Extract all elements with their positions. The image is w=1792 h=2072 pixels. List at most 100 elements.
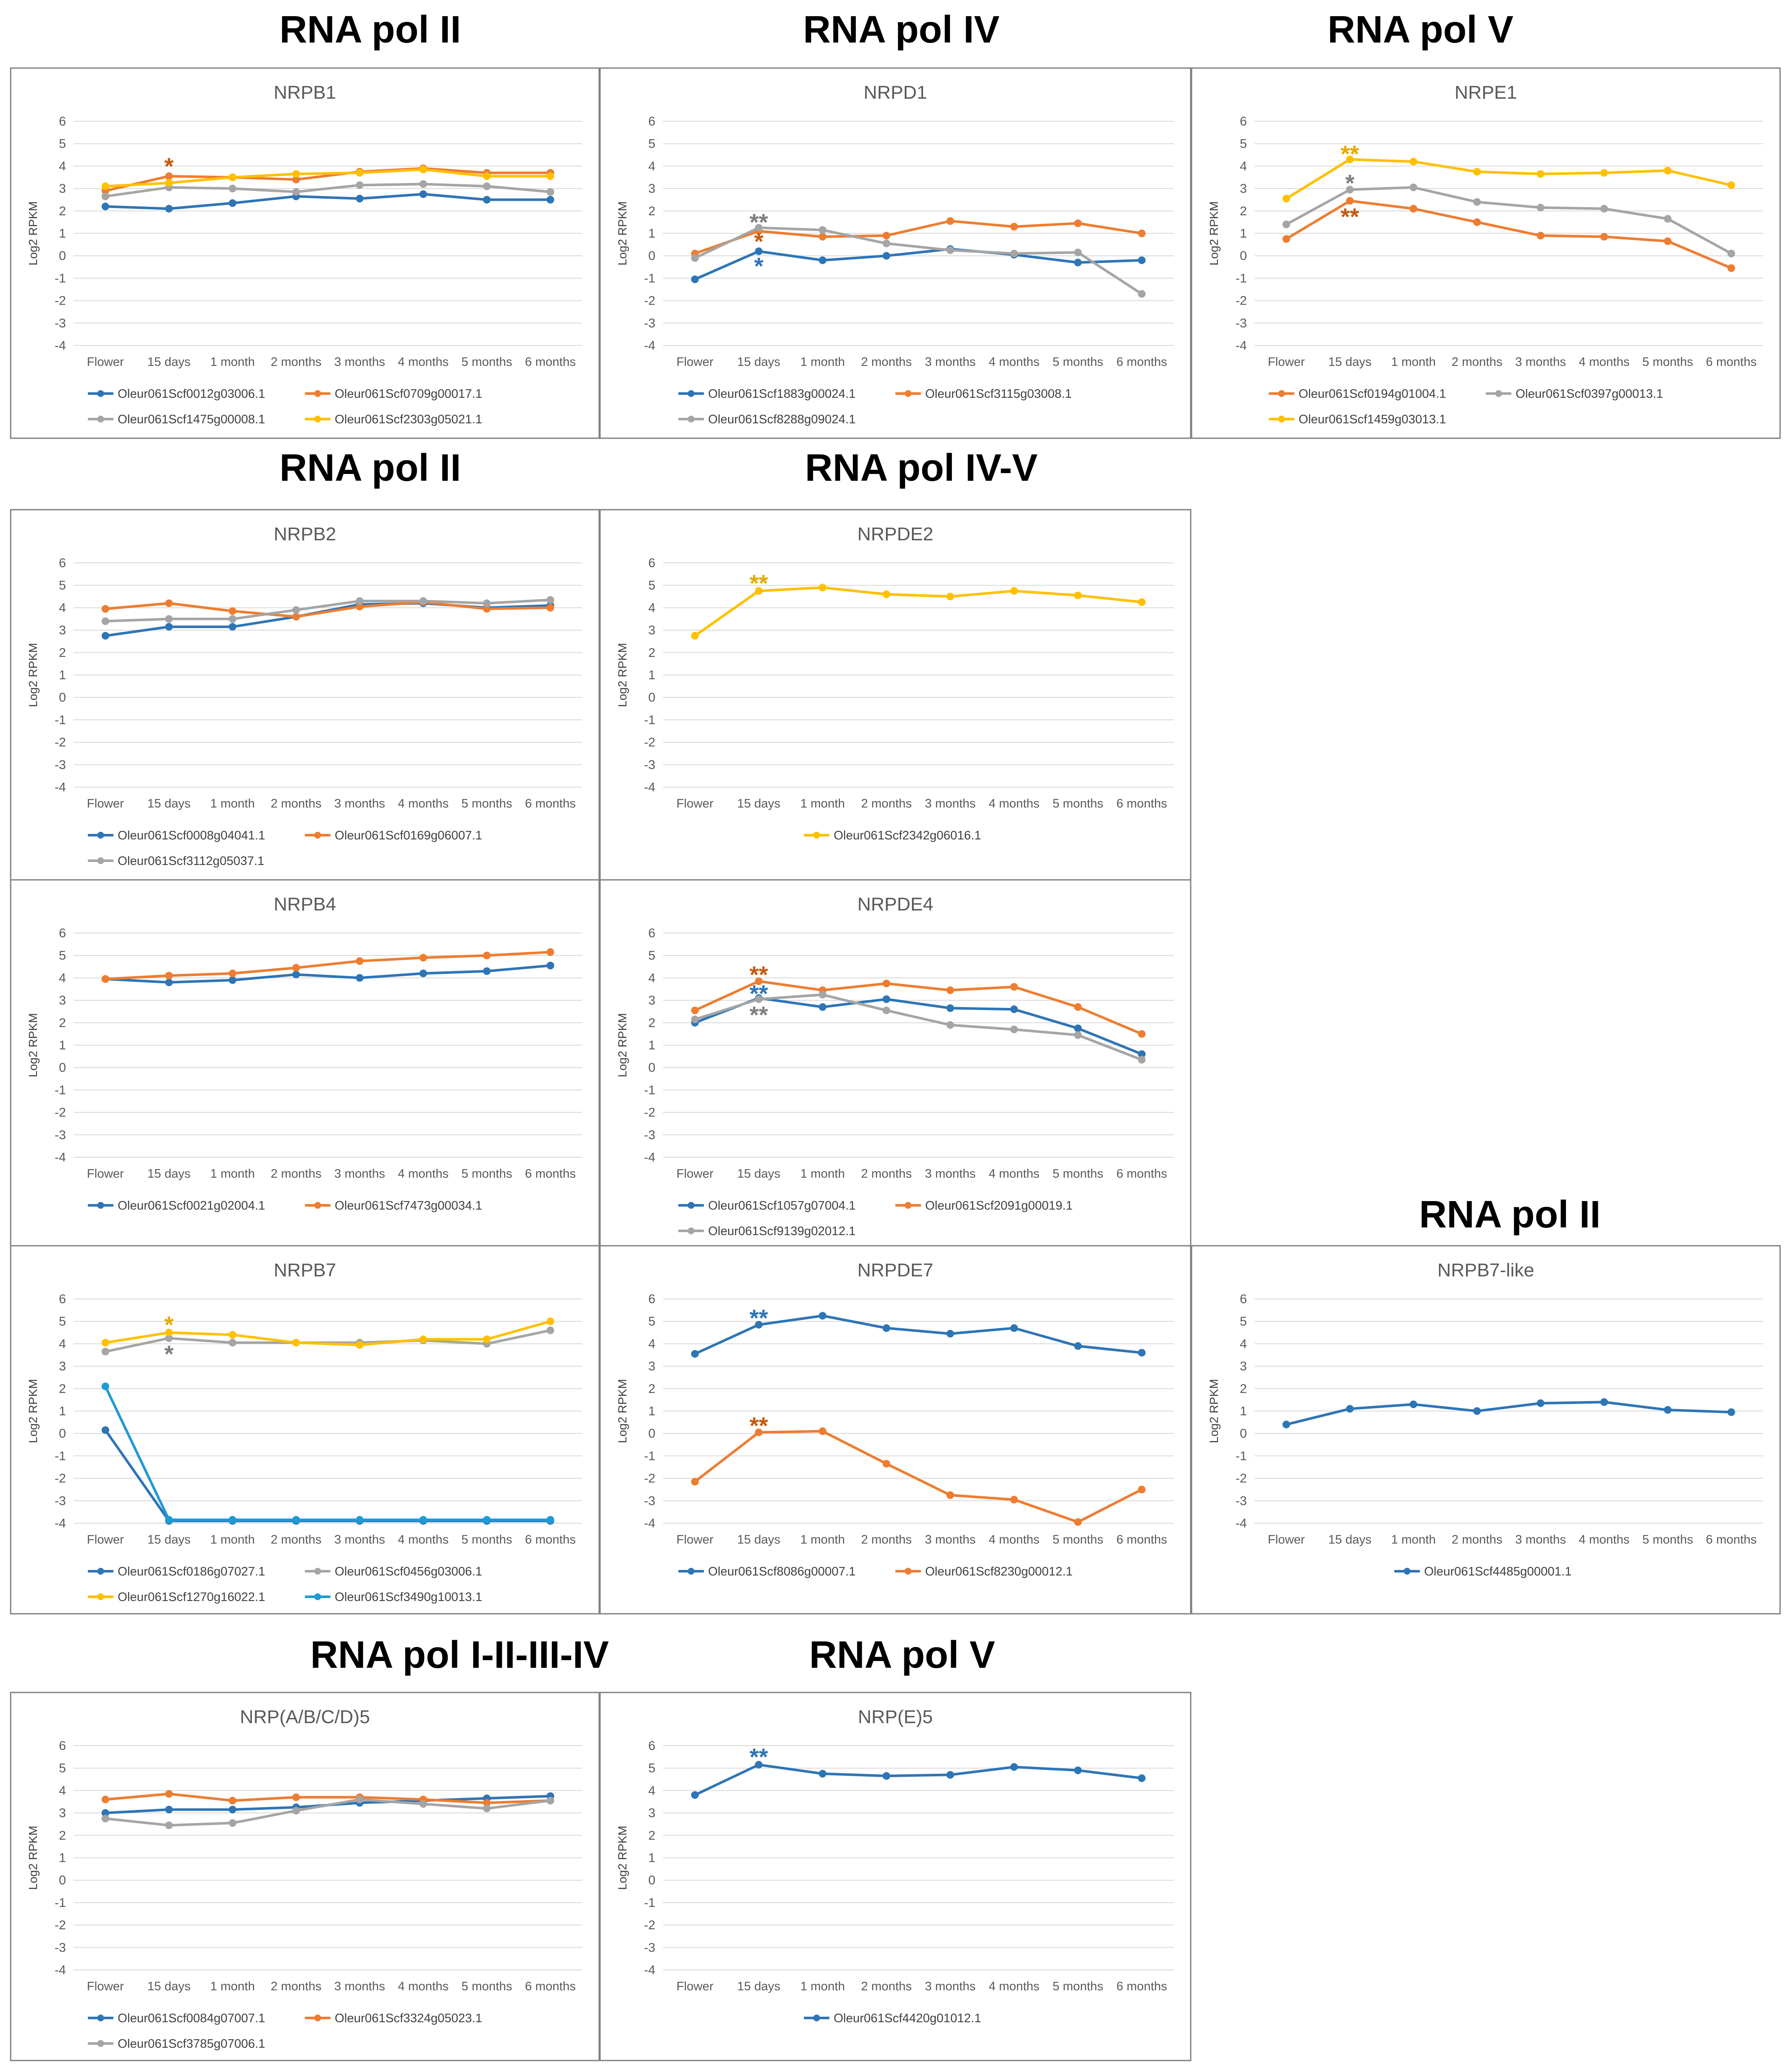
x-tick-label: 2 months <box>861 1533 912 1547</box>
series-line <box>695 993 1143 1061</box>
data-point <box>1537 170 1545 178</box>
y-tick-label: 1 <box>648 227 655 241</box>
data-point <box>101 605 109 613</box>
chart-title: NRPDE4 <box>857 894 934 915</box>
series-line <box>1286 1401 1732 1426</box>
data-point <box>546 196 554 204</box>
y-tick-label: -4 <box>1235 339 1247 353</box>
data-point <box>101 182 109 190</box>
data-point <box>755 977 763 985</box>
data-point <box>1473 198 1481 206</box>
y-tick-label: 6 <box>59 1292 66 1306</box>
x-tick-label: 5 months <box>461 1533 512 1547</box>
data-point <box>1282 235 1290 243</box>
data-point <box>546 1317 554 1325</box>
legend-marker <box>813 832 820 839</box>
y-tick-label: -1 <box>1235 271 1247 285</box>
x-tick-label: 2 months <box>271 355 321 369</box>
data-point <box>819 233 826 241</box>
y-tick-label: -3 <box>1235 1494 1247 1508</box>
x-tick-label: 6 months <box>1116 355 1167 369</box>
y-tick-label: 3 <box>59 1806 66 1820</box>
data-point <box>1537 1399 1545 1407</box>
x-tick-label: 3 months <box>334 797 385 811</box>
data-point <box>1074 1766 1082 1774</box>
legend-marker <box>905 1568 912 1575</box>
data-point <box>165 972 173 980</box>
series-line <box>1286 200 1732 269</box>
x-tick-label: 4 months <box>398 797 449 811</box>
data-point <box>546 1797 554 1805</box>
x-tick-label: 4 months <box>989 797 1039 811</box>
legend-label: Oleur061Scf8230g00012.1 <box>925 1565 1073 1578</box>
y-tick-label: 4 <box>59 1337 66 1351</box>
y-tick-label: -1 <box>644 1449 655 1463</box>
data-point <box>1663 215 1672 223</box>
y-tick-label: 5 <box>648 949 655 963</box>
data-point <box>1409 157 1418 166</box>
x-tick-label: 4 months <box>989 1167 1039 1181</box>
y-tick-label: 2 <box>648 1829 655 1843</box>
x-tick-label: 1 month <box>210 797 255 811</box>
legend-marker <box>813 2015 820 2021</box>
y-tick-label: 0 <box>59 249 66 263</box>
legend-label: Oleur061Scf2342g06016.1 <box>834 829 981 842</box>
y-tick-label: 3 <box>59 182 66 196</box>
data-point <box>819 1312 826 1320</box>
data-point <box>101 1426 109 1434</box>
legend-marker <box>314 416 321 422</box>
chart-panel: NRPD1 -4 -3 -2 -1 0 1 2 3 4 5 6 Log2 RPKM Flower 15 da… <box>599 67 1192 439</box>
series-line <box>105 1320 551 1346</box>
series-line <box>105 1792 551 1804</box>
x-tick-label: 6 months <box>1116 1533 1167 1547</box>
y-tick-label: 1 <box>59 1039 66 1053</box>
data-point <box>946 246 954 254</box>
data-point <box>1074 1518 1082 1526</box>
legend-label: Oleur061Scf0012g03006.1 <box>118 387 266 401</box>
data-point <box>229 976 237 984</box>
x-tick-label: 1 month <box>210 1980 255 1993</box>
y-tick-label: 2 <box>648 646 655 660</box>
x-tick-label: 15 days <box>737 1167 780 1181</box>
data-point <box>483 951 491 959</box>
data-point <box>419 1335 427 1343</box>
data-point <box>755 587 763 595</box>
legend-marker <box>1278 390 1285 397</box>
legend-label: Oleur061Scf9139g02012.1 <box>708 1224 856 1238</box>
x-tick-label: Flower <box>87 355 124 369</box>
data-point <box>546 172 554 180</box>
data-point <box>946 217 954 225</box>
y-tick-label: -3 <box>54 758 66 772</box>
x-tick-label: 3 months <box>925 355 975 369</box>
y-tick-label: 0 <box>59 691 66 705</box>
x-tick-label: 15 days <box>147 355 191 369</box>
data-point <box>1138 1774 1146 1782</box>
chart-title: NRPDE2 <box>857 524 934 545</box>
data-point <box>819 583 826 591</box>
data-point <box>819 256 826 264</box>
data-point <box>1074 219 1082 227</box>
series-line <box>105 183 551 198</box>
x-tick-label: 2 months <box>1452 1533 1502 1547</box>
data-point <box>356 1795 364 1804</box>
section-heading: RNA pol IV-V <box>805 447 1038 489</box>
data-point <box>1010 1324 1018 1332</box>
chart-panel: NRPB1 -4 -3 -2 -1 0 1 2 3 4 5 6 Log2 RPKM Flower 15 da… <box>10 67 600 439</box>
legend-marker <box>97 2040 104 2047</box>
y-tick-label: 4 <box>1240 1337 1247 1351</box>
data-point <box>101 1809 109 1817</box>
y-tick-label: -2 <box>644 1106 655 1120</box>
series-line <box>105 599 551 622</box>
significance-marker: ** <box>749 1304 768 1331</box>
data-point <box>292 170 300 178</box>
legend-label: Oleur061Scf8086g00007.1 <box>708 1565 856 1578</box>
x-tick-label: Flower <box>676 1167 713 1181</box>
x-tick-label: 6 months <box>525 1533 576 1547</box>
x-tick-label: 5 months <box>1052 355 1103 369</box>
data-point <box>229 1331 237 1339</box>
y-tick-label: 6 <box>1240 1292 1247 1306</box>
y-tick-label: 6 <box>648 114 655 128</box>
legend-label: Oleur061Scf3324g05023.1 <box>335 2012 483 2025</box>
y-tick-label: 5 <box>59 949 66 963</box>
y-tick-label: 0 <box>1240 249 1247 263</box>
